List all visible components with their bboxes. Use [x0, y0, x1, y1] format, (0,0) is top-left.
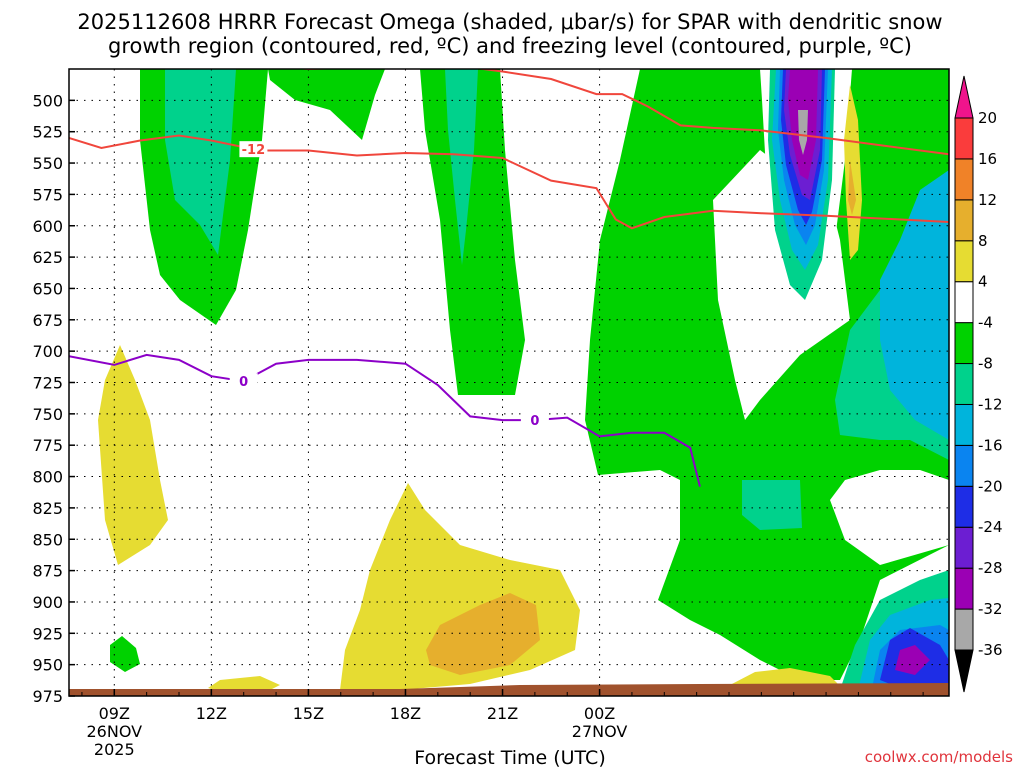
contour-label-bg	[239, 141, 268, 158]
y-tick-label: 550	[32, 154, 63, 173]
x-tick-label: 09Z	[99, 704, 130, 723]
colorbar-band	[954, 158, 974, 201]
omega-region-upper-left-core	[165, 69, 236, 255]
colorbar-label: 20	[978, 109, 997, 127]
contour-line-0	[295, 69, 949, 156]
colorbar-label: -4	[978, 314, 993, 332]
omega-gap-right-lower	[830, 470, 949, 565]
contour-lines	[69, 69, 949, 487]
colorbar-label: 16	[978, 150, 997, 168]
y-tick-label: 575	[32, 185, 63, 204]
colorbar-label: -12	[978, 395, 1003, 413]
x-tick-label: 21Z	[487, 704, 518, 723]
contour-label: -12	[242, 143, 266, 158]
colorbar-band	[954, 403, 974, 446]
colorbar-label: -36	[978, 641, 1003, 659]
colorbar-band	[954, 322, 974, 365]
contour-label: 0	[530, 414, 539, 429]
omega-orange-center	[426, 593, 540, 675]
colorbar-label: -16	[978, 436, 1003, 454]
contour-label-bg	[520, 412, 549, 429]
colorbar-max-triangle	[954, 75, 974, 119]
contour-label-bg	[229, 373, 258, 390]
x-tick-label: 26NOV	[86, 722, 142, 741]
chart-title-line-1: 2025112608 HRRR Forecast Omega (shaded, …	[77, 10, 942, 34]
colorbar-band	[954, 608, 974, 651]
colorbar-band	[954, 526, 974, 569]
chart-title-line-2: growth region (contoured, red, ºC) and f…	[108, 34, 912, 58]
contour-line-2	[69, 353, 701, 487]
omega-yellow-bottom-right	[730, 668, 840, 686]
x-tick-label: 00Z	[584, 704, 615, 723]
colorbar-band	[954, 117, 974, 160]
omega-green-blob	[110, 636, 140, 672]
omega-yellow-bottom-left	[208, 676, 280, 690]
y-tick-label: 675	[32, 311, 63, 330]
colorbar-label: -20	[978, 477, 1003, 495]
omega-shading	[69, 69, 949, 696]
colorbar-min-triangle	[954, 649, 974, 693]
omega-yellow-left	[98, 345, 168, 565]
omega-region-center	[420, 69, 525, 395]
colorbar-label: -24	[978, 518, 1003, 536]
x-axis-title: Forecast Time (UTC)	[414, 747, 605, 768]
y-tick-label: 600	[32, 217, 63, 236]
y-tick-label: 825	[32, 499, 63, 518]
colorbar-band	[954, 444, 974, 487]
x-tick-label: 18Z	[390, 704, 421, 723]
colorbar-band	[954, 199, 974, 242]
contour-line-1	[69, 134, 949, 230]
omega-cyan-right	[880, 170, 949, 440]
contour-label: 0	[239, 375, 248, 390]
colorbar: -36 -32 -28 -24 -20 -16 -12 -8 -4 4 8 12 16 20	[954, 75, 1003, 693]
colorbar-band	[954, 363, 974, 405]
omega-lower-right-purple	[895, 645, 930, 675]
y-axis: 500 525 550 575 600 625 650 675 700 725 750 775 800 8…	[32, 91, 75, 706]
y-tick-label: 925	[32, 624, 63, 643]
y-tick-label: 525	[32, 123, 63, 142]
y-tick-label: 725	[32, 374, 63, 393]
y-tick-label: 850	[32, 530, 63, 549]
omega-region-top-center	[268, 69, 385, 140]
x-tick-label: 2025	[94, 740, 135, 759]
y-tick-label: 650	[32, 279, 63, 298]
colorbar-label: 4	[978, 273, 988, 291]
omega-teal-small	[742, 480, 802, 530]
x-tick-label: 15Z	[293, 704, 324, 723]
colorbar-label: -32	[978, 600, 1003, 618]
omega-orange-sliver	[848, 160, 856, 215]
y-tick-label: 900	[32, 593, 63, 612]
colorbar-label: -28	[978, 559, 1003, 577]
credit-text: coolwx.com/models	[865, 748, 1013, 766]
colorbar-band	[954, 281, 974, 324]
x-tick-label: 27NOV	[572, 722, 628, 741]
x-tick-label: 12Z	[196, 704, 227, 723]
omega-region-center-core	[445, 69, 478, 265]
y-tick-label: 875	[32, 562, 63, 581]
colorbar-band	[954, 240, 974, 283]
y-tick-label: 700	[32, 342, 63, 361]
omega-core-grey	[798, 110, 808, 155]
colorbar-label: -8	[978, 355, 993, 373]
y-tick-label: 625	[32, 248, 63, 267]
y-tick-label: 975	[32, 687, 63, 706]
contour-labels: -12 0 0	[229, 141, 549, 429]
colorbar-label: 12	[978, 191, 997, 209]
y-tick-label: 950	[32, 656, 63, 675]
colorbar-band	[954, 567, 974, 610]
y-tick-label: 800	[32, 468, 63, 487]
y-tick-label: 500	[32, 91, 63, 110]
colorbar-band	[954, 485, 974, 528]
y-tick-label: 775	[32, 436, 63, 455]
colorbar-label: 8	[978, 232, 988, 250]
y-tick-label: 750	[32, 405, 63, 424]
